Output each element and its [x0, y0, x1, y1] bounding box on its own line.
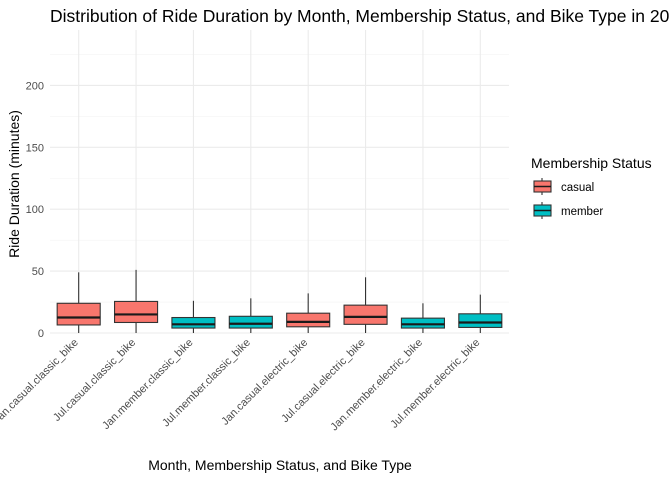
box-iqr: [228, 315, 273, 329]
legend-label: member: [561, 206, 603, 218]
box-iqr: [400, 317, 446, 329]
y-axis-title: Ride Duration (minutes): [6, 110, 22, 258]
box-iqr: [458, 313, 503, 328]
box-Jul.casual.electric_bike: [343, 277, 388, 333]
legend-title: Membership Status: [531, 155, 652, 171]
x-tick-label: Jan.member.electric_bike: [328, 337, 425, 434]
y-tick-label: 50: [32, 266, 44, 278]
box-Jul.member.electric_bike: [458, 294, 503, 333]
legend-label: casual: [561, 182, 594, 194]
box-iqr: [56, 302, 101, 326]
x-axis-title: Month, Membership Status, and Bike Type: [148, 457, 412, 473]
box-iqr: [343, 304, 388, 325]
box-iqr: [113, 300, 159, 324]
box-iqr: [286, 312, 331, 328]
legend: Membership Status casual member: [531, 155, 652, 219]
legend-entry-casual: casual: [533, 178, 594, 195]
boxes: [56, 269, 503, 333]
y-tick-label: 100: [26, 204, 44, 216]
box-iqr: [171, 316, 216, 329]
box-Jul.casual.classic_bike: [113, 269, 159, 333]
box-Jan.casual.classic_bike: [56, 272, 101, 333]
y-tick-labels: 0 50 100 150 200: [26, 80, 44, 340]
box-Jan.casual.electric_bike: [286, 293, 331, 333]
grid: [50, 30, 509, 334]
box-Jan.member.classic_bike: [171, 300, 216, 333]
y-tick-label: 0: [38, 328, 44, 340]
chart-title: Distribution of Ride Duration by Month, …: [50, 6, 670, 26]
x-tick-labels: Jan.casual.classic_bikeJul.casual.classi…: [0, 337, 482, 434]
box-Jan.member.electric_bike: [400, 303, 446, 333]
y-tick-label: 200: [26, 80, 44, 92]
box-Jul.member.classic_bike: [228, 298, 273, 333]
legend-entry-member: member: [533, 202, 603, 219]
y-tick-label: 150: [26, 142, 44, 154]
